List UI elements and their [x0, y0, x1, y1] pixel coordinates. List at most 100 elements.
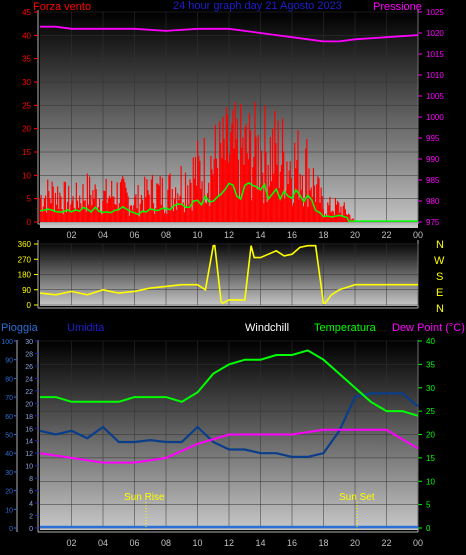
direction-series: [39, 244, 418, 305]
x-tick-label: 00: [413, 230, 423, 240]
x-tick-label: 06: [129, 230, 139, 240]
x-tick-label: 18: [318, 538, 328, 548]
x-tick-label: 16: [287, 230, 297, 240]
compass-label: N: [436, 303, 444, 315]
x-tick-label: 20: [350, 230, 360, 240]
wind-average-line: [39, 182, 418, 222]
y-tick-label: 30: [25, 339, 33, 346]
y-tick-label: 100: [1, 339, 13, 346]
compass-label: W: [434, 255, 445, 267]
y-tick-label: 90: [5, 358, 13, 365]
x-tick-label: 08: [161, 230, 171, 240]
y-tick-label: 28: [25, 351, 33, 358]
y-tick-label: 15: [426, 454, 435, 463]
dewpoint-line: [39, 428, 419, 464]
pressure-y-ticks: 975 980 985 990 995 1000 1005 1010 1015 1020 1025: [418, 8, 444, 227]
y-tick-label: 0: [27, 218, 32, 227]
wind-grid: [40, 11, 419, 223]
y-tick-label: 30: [22, 78, 31, 87]
x-tick-label: 04: [98, 230, 108, 240]
humidity-line: [39, 392, 419, 458]
x-tick-label: 20: [350, 538, 360, 548]
compass-label: E: [436, 287, 443, 299]
y-tick-label: 40: [426, 337, 435, 346]
y-tick-label: 1000: [426, 113, 444, 122]
y-tick-label: 5: [27, 195, 32, 204]
y-tick-label: 16: [25, 426, 33, 433]
y-tick-label: 1010: [426, 71, 444, 80]
y-tick-label: 990: [426, 155, 440, 164]
sunset-label: Sun Set: [339, 492, 375, 503]
windchill-label: Windchill: [245, 322, 289, 334]
humidity-axis-label: Umidita: [67, 322, 105, 334]
x-tick-label: 16: [287, 538, 297, 548]
y-tick-label: 180: [18, 271, 32, 280]
temp-series: [39, 349, 419, 529]
y-tick-label: 1020: [426, 29, 444, 38]
y-tick-label: 70: [5, 395, 13, 402]
x-tick-label: 12: [224, 230, 234, 240]
y-tick-label: 26: [25, 364, 33, 371]
sunrise-marker: Sun Rise: [124, 492, 165, 530]
temp-grid: [40, 340, 419, 529]
wind-series: [39, 25, 419, 222]
y-tick-label: 0: [9, 526, 13, 533]
wind-y-ticks: 0 5 10 15 20 25 30 35 40 45: [22, 8, 38, 227]
pressure-line: [40, 25, 419, 43]
y-tick-label: 45: [22, 8, 31, 17]
y-tick-label: 80: [5, 376, 13, 383]
wind-x-ticks: 02 04 06 08 10 12 14 16 18 20 22 00: [66, 230, 423, 240]
y-tick-label: 20: [426, 431, 435, 440]
y-tick-label: 20: [25, 401, 33, 408]
y-tick-label: 10: [426, 477, 435, 486]
y-tick-label: 25: [426, 407, 435, 416]
y-tick-label: 20: [22, 125, 31, 134]
x-tick-label: 12: [224, 538, 234, 548]
y-tick-label: 1005: [426, 92, 444, 101]
y-tick-label: 22: [25, 389, 33, 396]
y-tick-label: 0: [29, 526, 33, 533]
x-tick-label: 14: [255, 538, 265, 548]
x-tick-label: 18: [318, 230, 328, 240]
y-tick-label: 40: [5, 451, 13, 458]
y-tick-label: 980: [426, 197, 440, 206]
y-tick-label: 6: [29, 489, 33, 496]
y-tick-label: 0: [426, 524, 431, 533]
y-tick-label: 30: [5, 470, 13, 477]
y-tick-label: 25: [22, 101, 31, 110]
y-tick-label: 35: [426, 360, 435, 369]
x-tick-label: 22: [381, 538, 391, 548]
y-tick-label: 985: [426, 176, 440, 185]
x-tick-label: 10: [192, 538, 202, 548]
y-tick-label: 12: [25, 451, 33, 458]
x-tick-label: 10: [192, 230, 202, 240]
direction-line: [39, 244, 418, 305]
y-tick-label: 50: [5, 433, 13, 440]
y-tick-label: 20: [5, 489, 13, 496]
x-tick-label: 02: [66, 538, 76, 548]
y-tick-label: 10: [5, 507, 13, 514]
y-tick-label: 10: [25, 464, 33, 471]
y-tick-label: 30: [426, 384, 435, 393]
y-tick-label: 18: [25, 414, 33, 421]
pressure-axis-label: Pressione: [373, 1, 422, 13]
y-tick-label: 60: [5, 414, 13, 421]
x-tick-label: 00: [413, 538, 423, 548]
y-tick-label: 14: [25, 439, 33, 446]
y-tick-label: 10: [22, 171, 31, 180]
y-tick-label: 15: [22, 148, 31, 157]
rain-axis-label: Pioggia: [1, 322, 39, 334]
y-tick-label: 995: [426, 134, 440, 143]
temp-y-ticks: 0102030405060708090100024681012141618202…: [1, 337, 435, 533]
direction-y-ticks: 0 90 180 270 360: [18, 240, 38, 310]
wind-axis-label: Forza vento: [33, 1, 91, 13]
y-tick-label: 1025: [426, 8, 444, 17]
y-tick-label: 270: [18, 255, 32, 264]
y-tick-label: 360: [18, 240, 32, 249]
y-tick-label: 1015: [426, 50, 444, 59]
y-tick-label: 5: [426, 501, 431, 510]
compass-label: S: [436, 271, 443, 283]
temp-x-ticks: 02 04 06 08 10 12 14 16 18 20 22 00: [66, 538, 423, 548]
x-tick-label: 06: [129, 538, 139, 548]
